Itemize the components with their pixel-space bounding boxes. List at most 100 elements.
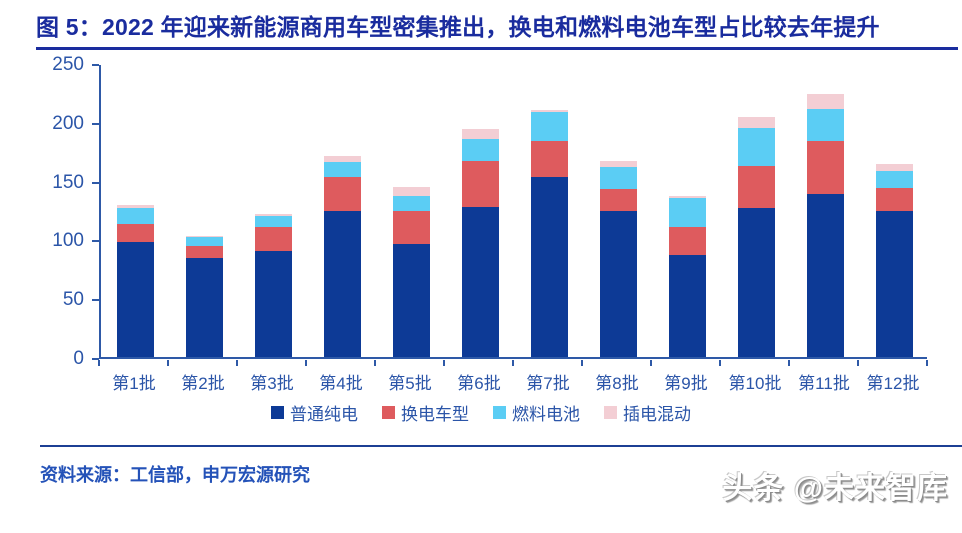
legend-marker-icon (493, 405, 506, 419)
bar-segment (462, 139, 499, 161)
bar-segment (462, 206, 499, 357)
x-axis-tick (581, 360, 583, 366)
watermark: 头条 @未来智库 (722, 472, 948, 505)
legend-marker-icon (604, 405, 617, 419)
bar-segment (462, 128, 499, 140)
legend-label: 换电车型 (401, 404, 469, 424)
legend-label: 插电混动 (623, 404, 691, 424)
legend-marker-icon (271, 405, 284, 419)
chart-legend: 普通纯电 换电车型 燃料电池 插电混动 (0, 399, 962, 425)
x-axis-tick (374, 360, 376, 366)
legend-item: 燃料电池 (493, 400, 580, 425)
x-axis-tick (236, 360, 238, 366)
bar-segment (600, 211, 637, 357)
bar-segment (393, 186, 430, 196)
bar-segment (255, 215, 292, 227)
bar-segment (876, 171, 913, 188)
bar-第4批 (324, 155, 361, 357)
bar-segment (324, 211, 361, 357)
bar-segment (669, 254, 706, 357)
bar-segment (117, 205, 154, 208)
bar-segment (255, 226, 292, 252)
y-axis-tick (92, 240, 99, 243)
bar-segment (117, 241, 154, 357)
bar-segment (738, 117, 775, 128)
bar-segment (876, 164, 913, 172)
bar-segment (186, 246, 223, 259)
y-axis-label: 200 (52, 112, 84, 134)
bar-segment (324, 155, 361, 162)
bar-segment (393, 211, 430, 245)
plot-area (99, 65, 927, 359)
x-axis-tick (857, 360, 859, 366)
x-axis-tick (305, 360, 307, 366)
bar-第9批 (669, 195, 706, 357)
bar-segment (807, 108, 844, 141)
y-axis-tick (92, 122, 99, 125)
x-axis-label: 第8批 (595, 374, 639, 393)
x-axis-label: 第4批 (319, 374, 363, 393)
x-axis-tick (650, 360, 652, 366)
title-underline (36, 47, 958, 50)
bar-第8批 (600, 160, 637, 357)
bar-segment (807, 93, 844, 109)
x-axis-label: 第7批 (526, 374, 570, 393)
legend-item: 换电车型 (382, 400, 469, 425)
footer-divider (40, 445, 962, 447)
bar-segment (117, 207, 154, 225)
y-axis-tick (92, 299, 99, 302)
bar-segment (669, 226, 706, 255)
x-axis-tick (167, 360, 169, 366)
legend-item: 普通纯电 (271, 400, 358, 425)
bar-segment (393, 244, 430, 357)
x-axis-tick (512, 360, 514, 366)
bar-第10批 (738, 117, 775, 357)
y-axis-tick (92, 64, 99, 66)
legend-item: 插电混动 (604, 400, 691, 425)
bar-segment (186, 235, 223, 238)
x-axis-label: 第1批 (112, 374, 156, 393)
y-axis-label: 0 (73, 348, 84, 369)
bar-segment (186, 237, 223, 247)
footer: 资料来源：工信部，申万宏源研究 头条 @未来智库 (0, 447, 962, 507)
figure-title: 图 5：2022 年迎来新能源商用车型密集推出，换电和燃料电池车型占比较去年提升 (36, 14, 880, 40)
y-axis-label: 100 (52, 230, 84, 252)
y-axis-label: 250 (52, 54, 84, 75)
bar-第6批 (462, 128, 499, 357)
bar-segment (531, 140, 568, 178)
bar-segment (600, 188, 637, 212)
bar-segment (531, 177, 568, 357)
bar-第3批 (255, 213, 292, 357)
y-axis-tick (92, 181, 99, 184)
x-axis-label: 第10批 (728, 374, 782, 393)
bar-segment (807, 193, 844, 357)
bar-第11批 (807, 93, 844, 357)
bar-segment (531, 112, 568, 141)
bar-segment (117, 224, 154, 242)
x-axis-tick (98, 360, 100, 366)
y-axis-label: 50 (62, 289, 84, 311)
x-axis-label: 第12批 (866, 374, 920, 393)
bar-segment (738, 127, 775, 167)
figure-header: 图 5：2022 年迎来新能源商用车型密集推出，换电和燃料电池车型占比较去年提升 (0, 0, 962, 42)
legend-marker-icon (382, 405, 395, 419)
x-axis-tick (719, 360, 721, 366)
stacked-bar-chart: 第1批 第2批 第3批 第4批 第5批 第6批 第7批 第8批 第9批 第10批 第11批 第12批 0… (0, 51, 962, 393)
bar-第7批 (531, 110, 568, 357)
bar-segment (324, 161, 361, 178)
x-axis-label: 第3批 (250, 374, 294, 393)
bar-segment (531, 110, 568, 113)
x-axis-tick (788, 360, 790, 366)
bar-segment (669, 195, 706, 199)
bar-segment (462, 160, 499, 207)
x-axis-tick (443, 360, 445, 366)
bar-segment (255, 213, 292, 216)
legend-label: 燃料电池 (512, 404, 580, 424)
bar-第5批 (393, 186, 430, 357)
x-axis-label: 第11批 (798, 374, 850, 393)
x-axis-label: 第9批 (664, 374, 708, 393)
bar-segment (600, 166, 637, 189)
x-axis-tick (926, 360, 928, 366)
bar-segment (876, 187, 913, 212)
bar-segment (669, 198, 706, 227)
